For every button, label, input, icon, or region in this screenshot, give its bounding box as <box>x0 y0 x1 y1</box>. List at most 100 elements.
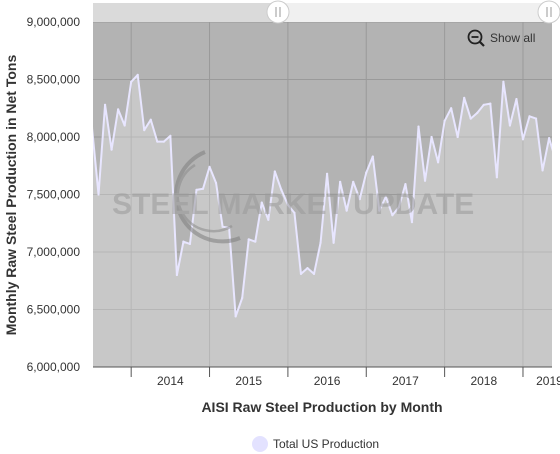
data-point[interactable] <box>182 240 185 243</box>
data-point[interactable] <box>260 201 263 204</box>
data-point[interactable] <box>423 179 427 182</box>
data-point[interactable] <box>91 127 94 129</box>
y-axis-title: Monthly Raw Steel Production in Net Tons <box>3 55 19 336</box>
series-line[interactable] <box>92 73 556 318</box>
data-point[interactable] <box>195 188 198 191</box>
data-point[interactable] <box>241 296 244 300</box>
data-point[interactable] <box>502 80 505 83</box>
data-point[interactable] <box>397 206 401 209</box>
data-point[interactable] <box>293 211 296 214</box>
data-point[interactable] <box>404 183 407 186</box>
data-point[interactable] <box>156 140 159 143</box>
data-point[interactable] <box>149 118 152 121</box>
data-point[interactable] <box>378 209 381 212</box>
navigator-track[interactable] <box>277 3 548 22</box>
data-point[interactable] <box>463 96 466 99</box>
data-point[interactable] <box>299 272 303 275</box>
data-point[interactable] <box>450 107 453 110</box>
data-point[interactable] <box>476 111 479 114</box>
watermark-logo: STEEL MARKET UPDATE <box>112 150 474 244</box>
data-point[interactable] <box>515 97 518 101</box>
y-tick-label: 6,000,000 <box>27 360 81 374</box>
show-all-button[interactable]: Show all <box>462 26 546 50</box>
data-point[interactable] <box>541 169 544 172</box>
x-tick-label: 2016 <box>314 374 341 388</box>
data-point[interactable] <box>280 188 283 191</box>
data-point[interactable] <box>436 161 440 164</box>
data-point[interactable] <box>97 193 100 196</box>
data-point[interactable] <box>391 214 394 217</box>
data-point[interactable] <box>208 165 211 168</box>
data-point[interactable] <box>482 103 485 106</box>
navigator-right-handle[interactable] <box>537 0 560 24</box>
data-point[interactable] <box>534 117 538 120</box>
data-point[interactable] <box>555 159 557 161</box>
data-point[interactable] <box>117 108 120 111</box>
navigator-selected-range[interactable] <box>93 3 277 22</box>
data-point[interactable] <box>325 172 329 175</box>
y-tick-label: 9,000,000 <box>27 15 81 29</box>
data-point[interactable] <box>123 124 126 127</box>
data-point[interactable] <box>417 125 420 128</box>
x-tick-label: 2017 <box>392 374 419 388</box>
data-point[interactable] <box>273 170 276 173</box>
data-point[interactable] <box>345 209 348 212</box>
data-point[interactable] <box>365 171 368 174</box>
data-point[interactable] <box>456 135 459 139</box>
y-tick-label: 8,500,000 <box>27 73 81 87</box>
data-point[interactable] <box>201 187 205 190</box>
data-point[interactable] <box>254 240 257 243</box>
data-point[interactable] <box>110 148 113 151</box>
data-point[interactable] <box>234 315 237 318</box>
data-point[interactable] <box>495 176 498 179</box>
data-point[interactable] <box>521 138 525 141</box>
data-point[interactable] <box>443 119 446 122</box>
data-point[interactable] <box>384 195 387 198</box>
legend-label: Total US Production <box>273 437 379 451</box>
data-point[interactable] <box>489 102 492 105</box>
data-point[interactable] <box>508 124 512 127</box>
data-point[interactable] <box>339 180 342 183</box>
data-point[interactable] <box>319 241 322 244</box>
range-navigator[interactable] <box>93 0 560 24</box>
data-point[interactable] <box>188 242 192 246</box>
data-point[interactable] <box>267 218 270 221</box>
data-point[interactable] <box>175 273 178 277</box>
series-layer <box>91 73 557 367</box>
x-tick-label: 2019 <box>536 374 560 388</box>
data-point[interactable] <box>130 80 133 83</box>
x-axis-ticks: 2014 2015 2016 2017 2018 2019 <box>130 367 560 388</box>
data-point[interactable] <box>162 140 165 143</box>
y-tick-label: 6,500,000 <box>27 303 81 317</box>
legend[interactable]: Total US Production <box>252 436 379 452</box>
data-point[interactable] <box>430 135 433 139</box>
y-tick-label: 7,500,000 <box>27 188 81 202</box>
data-point[interactable] <box>548 137 551 140</box>
navigator-left-handle[interactable] <box>266 0 290 24</box>
data-point[interactable] <box>352 180 355 183</box>
data-point[interactable] <box>214 181 218 185</box>
legend-marker <box>252 436 268 452</box>
data-point[interactable] <box>469 117 472 120</box>
data-point[interactable] <box>410 221 414 224</box>
data-point[interactable] <box>169 134 172 137</box>
data-point[interactable] <box>371 155 374 158</box>
data-point[interactable] <box>221 225 224 228</box>
data-point[interactable] <box>528 115 531 118</box>
x-tick-label: 2014 <box>157 374 184 388</box>
data-point[interactable] <box>286 203 289 206</box>
data-point[interactable] <box>312 272 316 275</box>
data-point[interactable] <box>247 238 250 241</box>
y-axis-ticks: 9,000,000 8,500,000 8,000,000 7,500,000 7,00… <box>27 15 81 374</box>
show-all-label: Show all <box>490 31 535 45</box>
data-point[interactable] <box>358 198 361 201</box>
data-point[interactable] <box>332 241 335 244</box>
data-point[interactable] <box>143 129 146 132</box>
series-area <box>93 74 552 367</box>
data-point[interactable] <box>136 73 139 76</box>
data-point[interactable] <box>103 103 107 106</box>
watermark-text: STEEL MARKET UPDATE <box>112 188 474 221</box>
zoom-out-icon <box>467 29 485 47</box>
data-point[interactable] <box>306 267 309 270</box>
